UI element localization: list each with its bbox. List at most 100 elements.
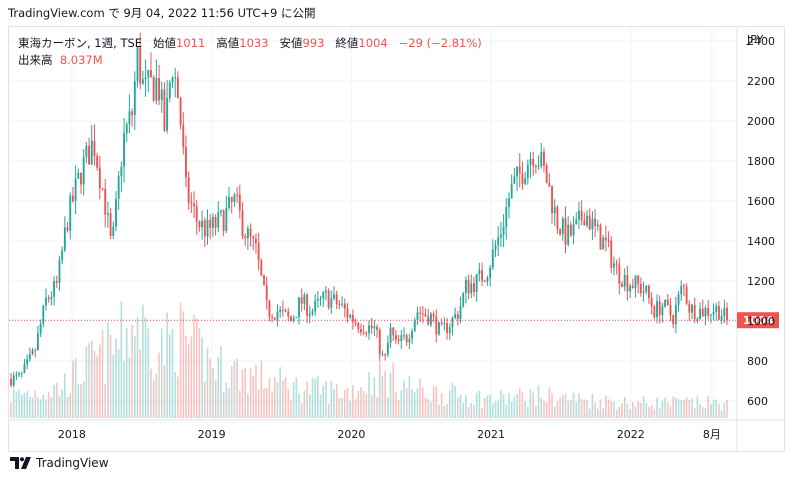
volume-bar xyxy=(699,404,701,418)
volume-bar xyxy=(217,357,220,418)
volume-bar xyxy=(284,377,287,418)
volume-bar xyxy=(150,368,152,418)
candle-body xyxy=(429,313,432,325)
volume-bar xyxy=(169,334,171,418)
volume-bar xyxy=(61,389,63,418)
candle-body xyxy=(411,331,414,339)
candle-body xyxy=(561,218,564,235)
candle-body xyxy=(384,354,387,356)
volume-bar xyxy=(483,397,486,418)
candle-body xyxy=(693,304,696,320)
candle-body xyxy=(459,306,462,319)
candle-body xyxy=(90,140,93,165)
candle-body xyxy=(715,305,718,313)
volume-bar xyxy=(96,355,98,418)
candle-body xyxy=(435,316,438,335)
candle-body xyxy=(618,264,621,284)
candle-body xyxy=(101,188,104,190)
volume-bar xyxy=(279,367,281,418)
volume-bar xyxy=(561,395,564,418)
candle-body xyxy=(569,224,572,236)
volume-bar xyxy=(225,382,228,418)
candle-body xyxy=(354,321,357,323)
candle-body xyxy=(241,210,244,237)
candle-body xyxy=(712,312,715,315)
candle-body xyxy=(26,359,29,365)
candle-body xyxy=(634,275,637,288)
candle-body xyxy=(206,219,209,237)
candle-body xyxy=(578,210,580,220)
candle-body xyxy=(448,327,451,333)
symbol-label[interactable]: 東海カーボン, 1週, TSE xyxy=(18,36,143,50)
volume-bar xyxy=(521,392,524,418)
candle-body xyxy=(427,316,430,325)
volume-label: 出来高 xyxy=(18,53,53,67)
candle-body xyxy=(701,308,704,317)
candle-body xyxy=(53,280,56,297)
candle-body xyxy=(236,194,239,196)
volume-bar xyxy=(720,410,723,418)
candle-body xyxy=(279,309,282,312)
volume-bar xyxy=(257,390,260,418)
volume-bar xyxy=(303,390,306,418)
candle-body xyxy=(292,318,295,322)
volume-bar xyxy=(613,401,615,418)
candle-body xyxy=(726,307,728,321)
candle-body xyxy=(55,280,58,283)
candle-body xyxy=(115,198,117,227)
volume-bar xyxy=(166,312,168,418)
volume-bar xyxy=(209,358,211,418)
volume-bar xyxy=(553,406,556,418)
volume-bar xyxy=(287,389,290,418)
candle-body xyxy=(419,312,422,314)
volume-bar xyxy=(128,357,131,418)
volume-bar xyxy=(45,399,47,418)
chart-panel[interactable] xyxy=(8,26,785,452)
volume-bar xyxy=(325,380,327,418)
publish-header: TradingView.com で 9月 04, 2022 11:56 UTC+… xyxy=(8,6,316,20)
volume-bar xyxy=(637,401,639,418)
candle-body xyxy=(222,210,225,231)
volume-bar xyxy=(50,396,53,418)
candle-body xyxy=(351,315,354,322)
last-price-badge xyxy=(737,312,779,329)
volume-bar xyxy=(618,406,621,418)
volume-bar xyxy=(343,389,346,418)
tradingview-logo-icon xyxy=(10,457,31,469)
candle-body xyxy=(85,145,88,157)
volume-bar xyxy=(163,365,166,418)
volume-bar xyxy=(144,317,147,418)
candle-body xyxy=(155,78,158,101)
candle-body xyxy=(104,188,107,215)
volume-bar xyxy=(704,408,707,418)
volume-bar xyxy=(260,360,263,418)
volume-bar xyxy=(69,393,72,418)
candle-body xyxy=(588,215,591,230)
candle-body xyxy=(45,297,47,306)
candle-body xyxy=(131,111,134,115)
candle-body xyxy=(18,373,21,375)
candle-body xyxy=(174,77,177,79)
candle-body xyxy=(650,298,653,307)
candle-body xyxy=(537,166,540,168)
volume-bar xyxy=(658,408,661,418)
volume-bar xyxy=(12,389,15,418)
candle-body xyxy=(346,308,349,318)
candle-body xyxy=(359,329,362,333)
candle-body xyxy=(338,303,341,305)
footer-brand[interactable]: TradingView xyxy=(10,456,109,470)
volume-bar xyxy=(123,361,125,418)
candle-body xyxy=(324,290,327,293)
volume-bar xyxy=(335,384,338,418)
volume-bar xyxy=(349,400,351,418)
volume-bar xyxy=(602,408,604,418)
candle-body xyxy=(610,240,613,268)
candle-body xyxy=(653,306,656,318)
volume-bar xyxy=(400,390,403,418)
volume-bar xyxy=(314,378,316,418)
candle-body xyxy=(567,224,570,245)
candle-body xyxy=(408,338,411,343)
candle-body xyxy=(306,294,309,316)
candle-body xyxy=(303,294,306,304)
